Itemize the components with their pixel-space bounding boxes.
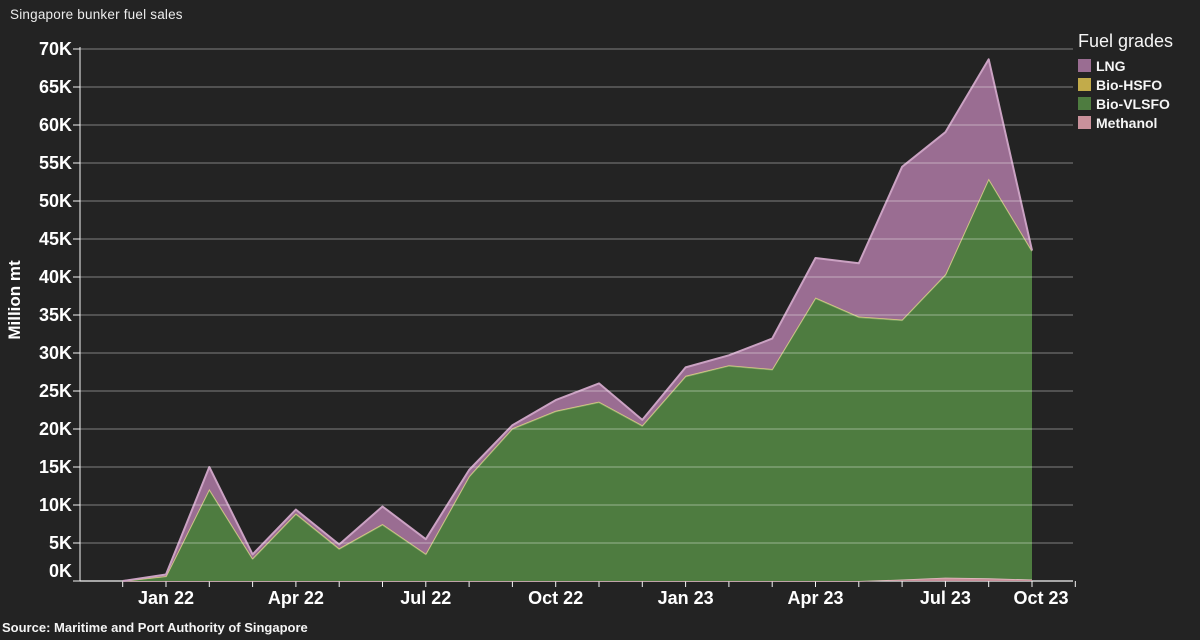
y-tick-label: 15K (39, 457, 72, 477)
legend-item-label: LNG (1096, 57, 1126, 74)
legend-swatch (1078, 116, 1091, 129)
y-tick-label: 50K (39, 191, 72, 211)
y-tick-label: 55K (39, 153, 72, 173)
legend-item-label: Bio-HSFO (1096, 76, 1163, 93)
stacked-areas (122, 58, 1033, 582)
chart-title: Singapore bunker fuel sales (10, 7, 183, 22)
x-tick-label: Jan 22 (138, 588, 194, 608)
legend-item-bio-vlsfo: Bio-VLSFO (1078, 94, 1198, 113)
y-tick-label: 70K (39, 39, 72, 59)
legend-items: LNG Bio-HSFO Bio-VLSFO Methanol (1078, 56, 1198, 132)
legend-item-bio-hsfo: Bio-HSFO (1078, 75, 1198, 94)
legend-swatch (1078, 97, 1091, 110)
x-tick-label: Jul 22 (400, 588, 451, 608)
x-tick-label: Apr 23 (787, 588, 843, 608)
legend-item-methanol: Methanol (1078, 113, 1198, 132)
y-tick-label: 0K (49, 561, 72, 581)
x-tick-label: Jan 23 (658, 588, 714, 608)
x-tick-labels: Jan 22 Apr 22 Jul 22 Oct 22 Jan 23 Apr 23 Jul … (138, 588, 1069, 608)
y-tick-label: 20K (39, 419, 72, 439)
legend-item-lng: LNG (1078, 56, 1198, 75)
y-tick-label: 65K (39, 77, 72, 97)
gridlines (80, 48, 1073, 544)
y-tick-label: 25K (39, 381, 72, 401)
x-tick-label: Jul 23 (920, 588, 971, 608)
y-tick-label: 40K (39, 267, 72, 287)
legend-title: Fuel grades (1078, 31, 1174, 51)
area-bio-vlsfo (122, 179, 1032, 582)
y-tick-label: 60K (39, 115, 72, 135)
legend-item-label: Methanol (1096, 114, 1158, 131)
y-tick-labels: 0K 5K 10K 15K 20K 25K 30K 35K 40K 45K 50K 55K 60K 65K… (39, 39, 72, 581)
source-note: Source: Maritime and Port Authority of S… (2, 620, 308, 635)
legend-item-label: Bio-VLSFO (1096, 95, 1170, 112)
x-tick-label: Apr 22 (268, 588, 324, 608)
y-tick-label: 5K (49, 533, 72, 553)
y-tick-label: 30K (39, 343, 72, 363)
y-axis-label: Million mt (5, 260, 24, 340)
y-tick-label: 35K (39, 305, 72, 325)
legend: Fuel grades LNG Bio-HSFO Bio-VLSFO Methanol (1078, 31, 1198, 132)
x-tick-label: Oct 22 (528, 588, 583, 608)
line-lng (122, 58, 1033, 582)
legend-swatch (1078, 78, 1091, 91)
y-tick-label: 10K (39, 495, 72, 515)
x-tick-label: Oct 23 (1013, 588, 1068, 608)
legend-swatch (1078, 59, 1091, 72)
y-tick-label: 45K (39, 229, 72, 249)
